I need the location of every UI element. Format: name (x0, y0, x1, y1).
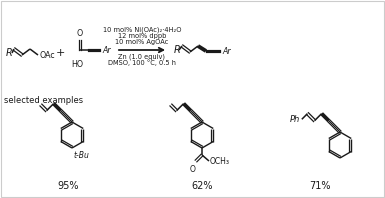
Text: R: R (5, 48, 12, 58)
Text: 10 mol% Ni(OAc)₂·4H₂O: 10 mol% Ni(OAc)₂·4H₂O (103, 27, 181, 33)
Text: O: O (77, 29, 83, 38)
Text: 95%: 95% (57, 181, 79, 191)
Text: Ar: Ar (222, 47, 231, 55)
Text: HO: HO (71, 60, 83, 69)
Text: Ph: Ph (290, 115, 300, 124)
Text: +: + (55, 48, 65, 58)
Text: Zn (1.0 equiv): Zn (1.0 equiv) (119, 53, 166, 60)
Text: R: R (174, 45, 181, 55)
Text: selected examples: selected examples (4, 95, 83, 105)
Text: DMSO, 100 °C, 0.5 h: DMSO, 100 °C, 0.5 h (108, 59, 176, 66)
Text: 10 mol% AgOAc: 10 mol% AgOAc (116, 39, 169, 45)
Text: 71%: 71% (309, 181, 331, 191)
Text: t-Bu: t-Bu (74, 151, 90, 160)
Text: 62%: 62% (191, 181, 213, 191)
Text: 12 mol% dppb: 12 mol% dppb (118, 33, 166, 39)
Text: O: O (190, 165, 196, 174)
Text: OCH₃: OCH₃ (210, 157, 230, 167)
Text: OAc: OAc (40, 50, 55, 60)
Text: Ar: Ar (102, 46, 110, 54)
